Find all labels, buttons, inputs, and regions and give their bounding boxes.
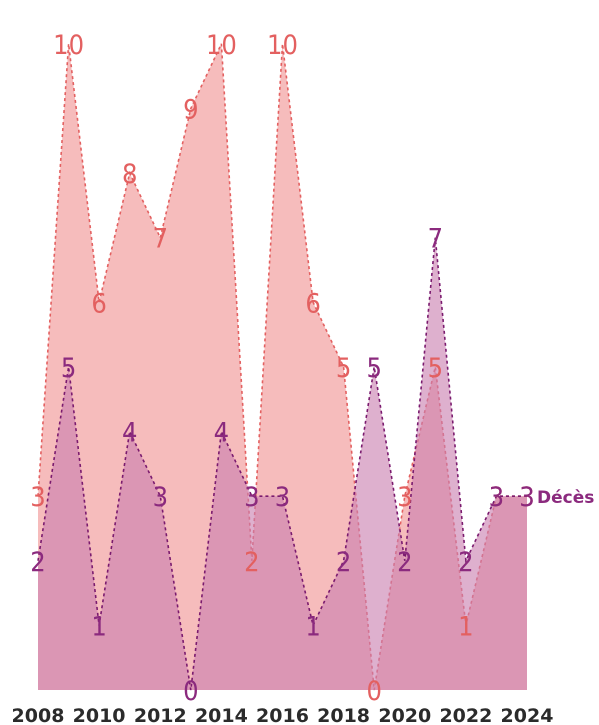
series-1-label-2017: 1 (305, 611, 320, 642)
x-tick-2014: 2014 (195, 705, 248, 725)
series-0-label-2022: 1 (458, 611, 473, 642)
series-0-label-2010: 6 (91, 288, 106, 319)
series-1-label-2008: 2 (30, 547, 45, 578)
x-tick-2020: 2020 (378, 705, 431, 725)
series-1-area (38, 237, 527, 690)
series-1-label-2018: 2 (336, 547, 351, 578)
series-1-label-2019: 5 (366, 353, 381, 384)
x-tick-2016: 2016 (256, 705, 309, 725)
series-1-label-2024: 3 (519, 482, 534, 513)
series-0-label-2014: 10 (206, 30, 237, 61)
series-0-label-2020: 3 (397, 482, 412, 513)
series-1-label-2020: 2 (397, 547, 412, 578)
series-1-label-2023: 3 (489, 482, 504, 513)
series-1-name: Décès (537, 488, 594, 508)
series-1-label-2021: 7 (428, 224, 443, 255)
series-1-label-2009: 5 (61, 353, 76, 384)
series-1-label-2010: 1 (91, 611, 106, 642)
x-tick-2012: 2012 (134, 705, 187, 725)
series-0-label-2019: 0 (366, 676, 381, 707)
series-1-label-2014: 4 (214, 418, 229, 449)
series-1-label-2016: 3 (275, 482, 290, 513)
series-0-label-2012: 7 (153, 224, 168, 255)
series-1-label-2022: 2 (458, 547, 473, 578)
x-tick-2024: 2024 (501, 705, 554, 725)
series-0-label-2008: 3 (30, 482, 45, 513)
series-1-label-2011: 4 (122, 418, 137, 449)
series-labels: Décès (537, 488, 594, 508)
x-axis-ticks: 2008 2010 2012 2014 2016 2018 2020 2022 2024 (12, 705, 554, 725)
series-1-label-2012: 3 (153, 482, 168, 513)
series-0-label-2018: 5 (336, 353, 351, 384)
x-tick-2022: 2022 (439, 705, 492, 725)
series-areas (37, 43, 527, 691)
series-1-line (37, 237, 527, 691)
x-tick-2018: 2018 (317, 705, 370, 725)
series-0-label-2024: 3 (519, 482, 534, 513)
series-1-label-2013: 0 (183, 676, 198, 707)
series-0-label-2015: 2 (244, 547, 259, 578)
series-0-label-2017: 6 (305, 288, 320, 319)
series-0-label-2011: 8 (122, 159, 137, 190)
series-0-label-2016: 10 (267, 30, 298, 61)
x-tick-2010: 2010 (73, 705, 126, 725)
x-tick-2008: 2008 (12, 705, 65, 725)
series-0-label-2013: 9 (183, 95, 198, 126)
series-0-label-2009: 10 (53, 30, 84, 61)
series-0-label-2023: 3 (489, 482, 504, 513)
series-1-label-2015: 3 (244, 482, 259, 513)
series-0-label-2021: 5 (428, 353, 443, 384)
